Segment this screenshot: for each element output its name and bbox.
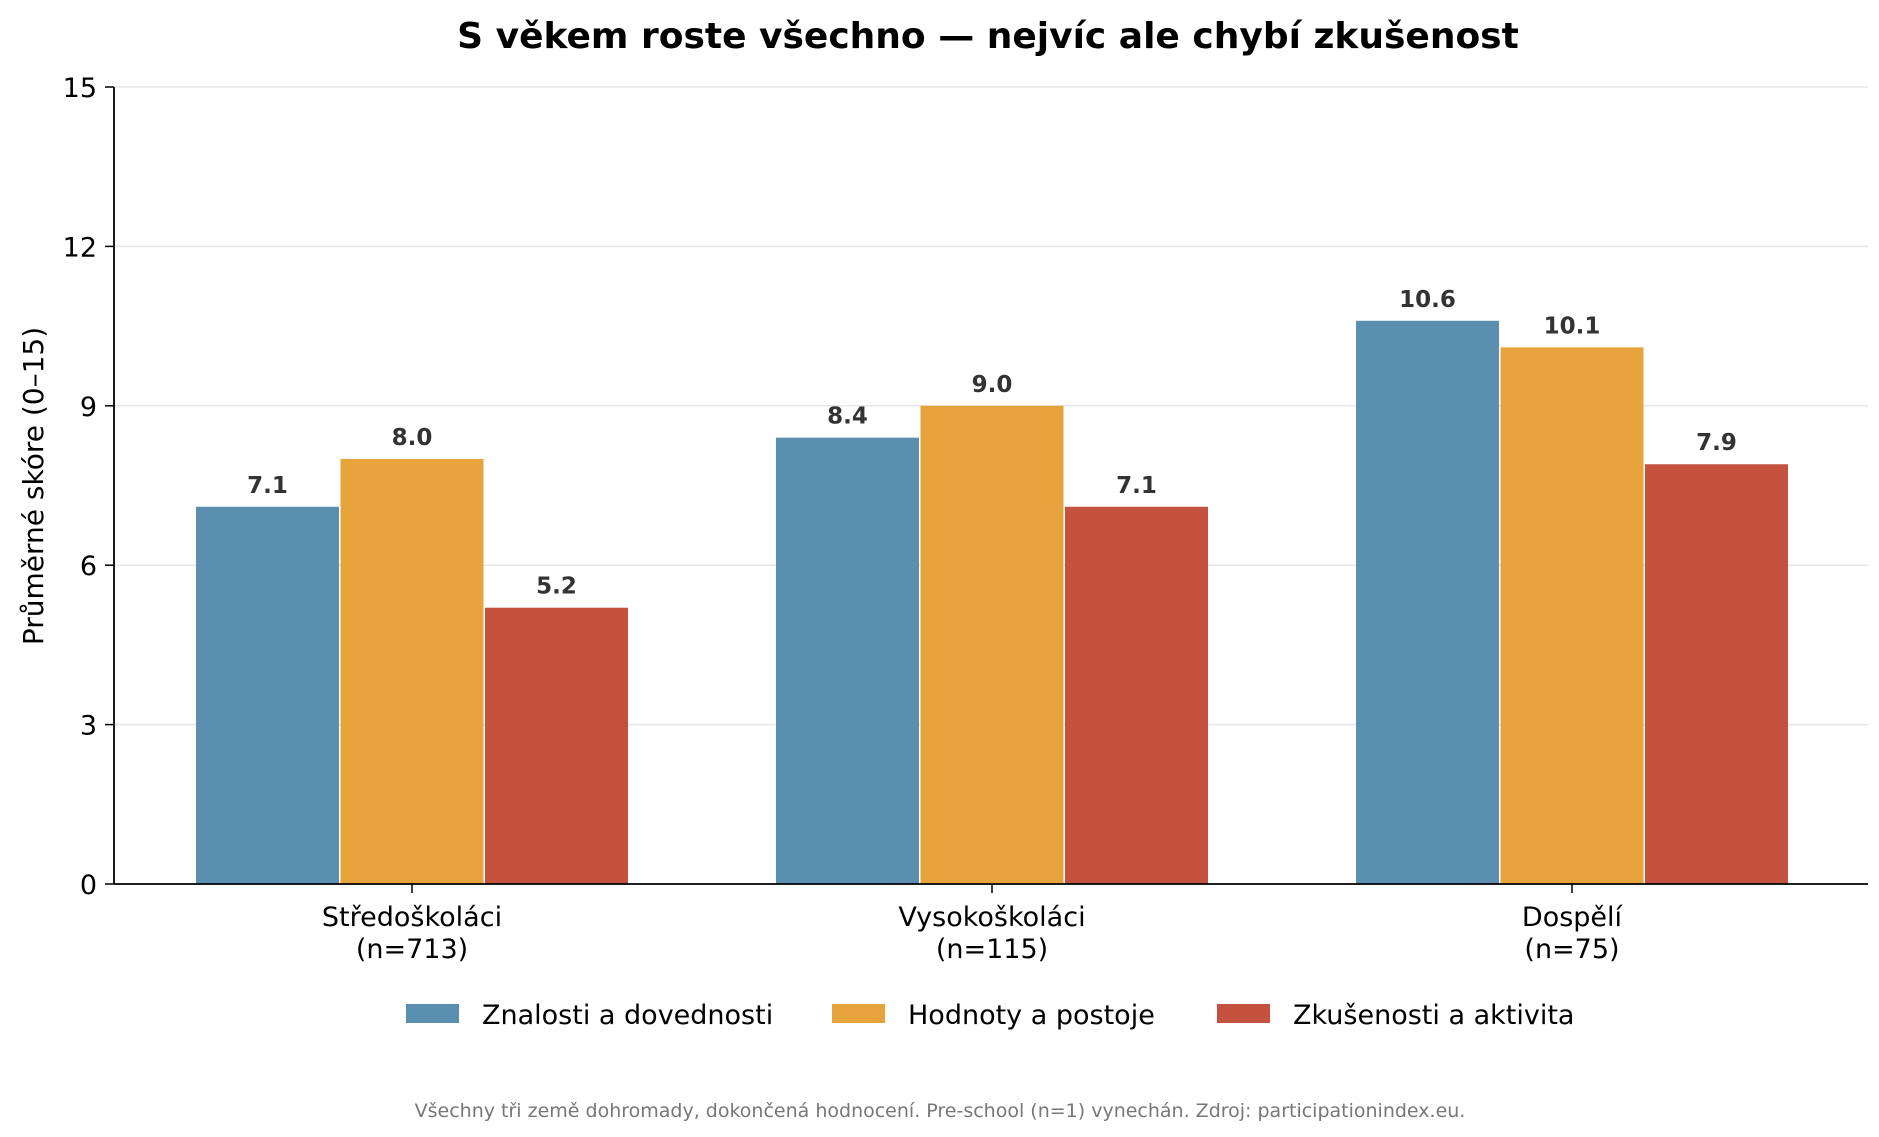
y-tick-label: 15 [63,73,97,104]
legend-swatch [832,1004,885,1023]
chart-title: S věkem roste všechno — nejvíc ale chybí… [457,16,1519,57]
x-category-label: Dospělí [1522,902,1624,933]
bar [340,458,484,884]
data-label: 5.2 [536,574,577,600]
y-tick-label: 6 [80,551,97,582]
legend: Znalosti a dovednosti Hodnoty a postoje Zk… [406,1000,1574,1031]
bar [920,405,1064,884]
data-label: 9.0 [972,372,1013,398]
x-category-label: (n=713) [356,934,468,965]
x-category-label: (n=75) [1524,934,1619,965]
bar [776,437,919,884]
y-tick-label: 0 [80,870,97,901]
footnote: Všechny tři země dohromady, dokončená ho… [415,1100,1466,1122]
legend-label: Hodnoty a postoje [908,1000,1155,1031]
data-label: 7.9 [1696,430,1737,456]
legend-label: Znalosti a dovednosti [482,1000,773,1031]
legend-swatch [1217,1004,1270,1023]
bar [1065,506,1208,884]
bars [196,320,1788,885]
bar [1356,320,1499,885]
data-label: 7.1 [247,473,288,499]
data-label: 8.0 [392,425,433,451]
x-category-label: Vysokoškoláci [898,902,1085,933]
y-tick-label: 12 [63,232,97,263]
bar [196,506,339,884]
bar [1500,347,1644,884]
y-tick-label: 9 [80,392,97,423]
y-axis-label: Průměrné skóre (0–15) [17,327,50,645]
bar [485,607,628,884]
x-category-label: (n=115) [936,934,1048,965]
data-label: 7.1 [1116,473,1157,499]
axes: 0 3 6 9 12 15 Středoškoláci(n=713) Vysokoškolác… [63,73,1868,965]
legend-swatch [406,1004,459,1023]
y-tick-label: 3 [80,711,97,742]
data-label: 8.4 [827,404,868,430]
data-label: 10.1 [1544,313,1601,339]
data-label: 10.6 [1399,287,1456,313]
x-category-label: Středoškoláci [322,902,502,933]
data-labels: 7.1 8.0 5.2 8.4 9.0 7.1 10.6 10.1 7.9 [247,287,1737,600]
legend-label: Zkušenosti a aktivita [1293,1000,1574,1031]
bar [1645,464,1788,884]
